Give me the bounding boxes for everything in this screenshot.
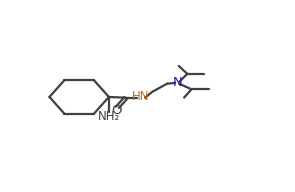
Text: HN: HN [132,90,150,103]
Text: NH₂: NH₂ [98,110,120,123]
Text: N: N [173,76,182,89]
Text: O: O [111,104,122,118]
